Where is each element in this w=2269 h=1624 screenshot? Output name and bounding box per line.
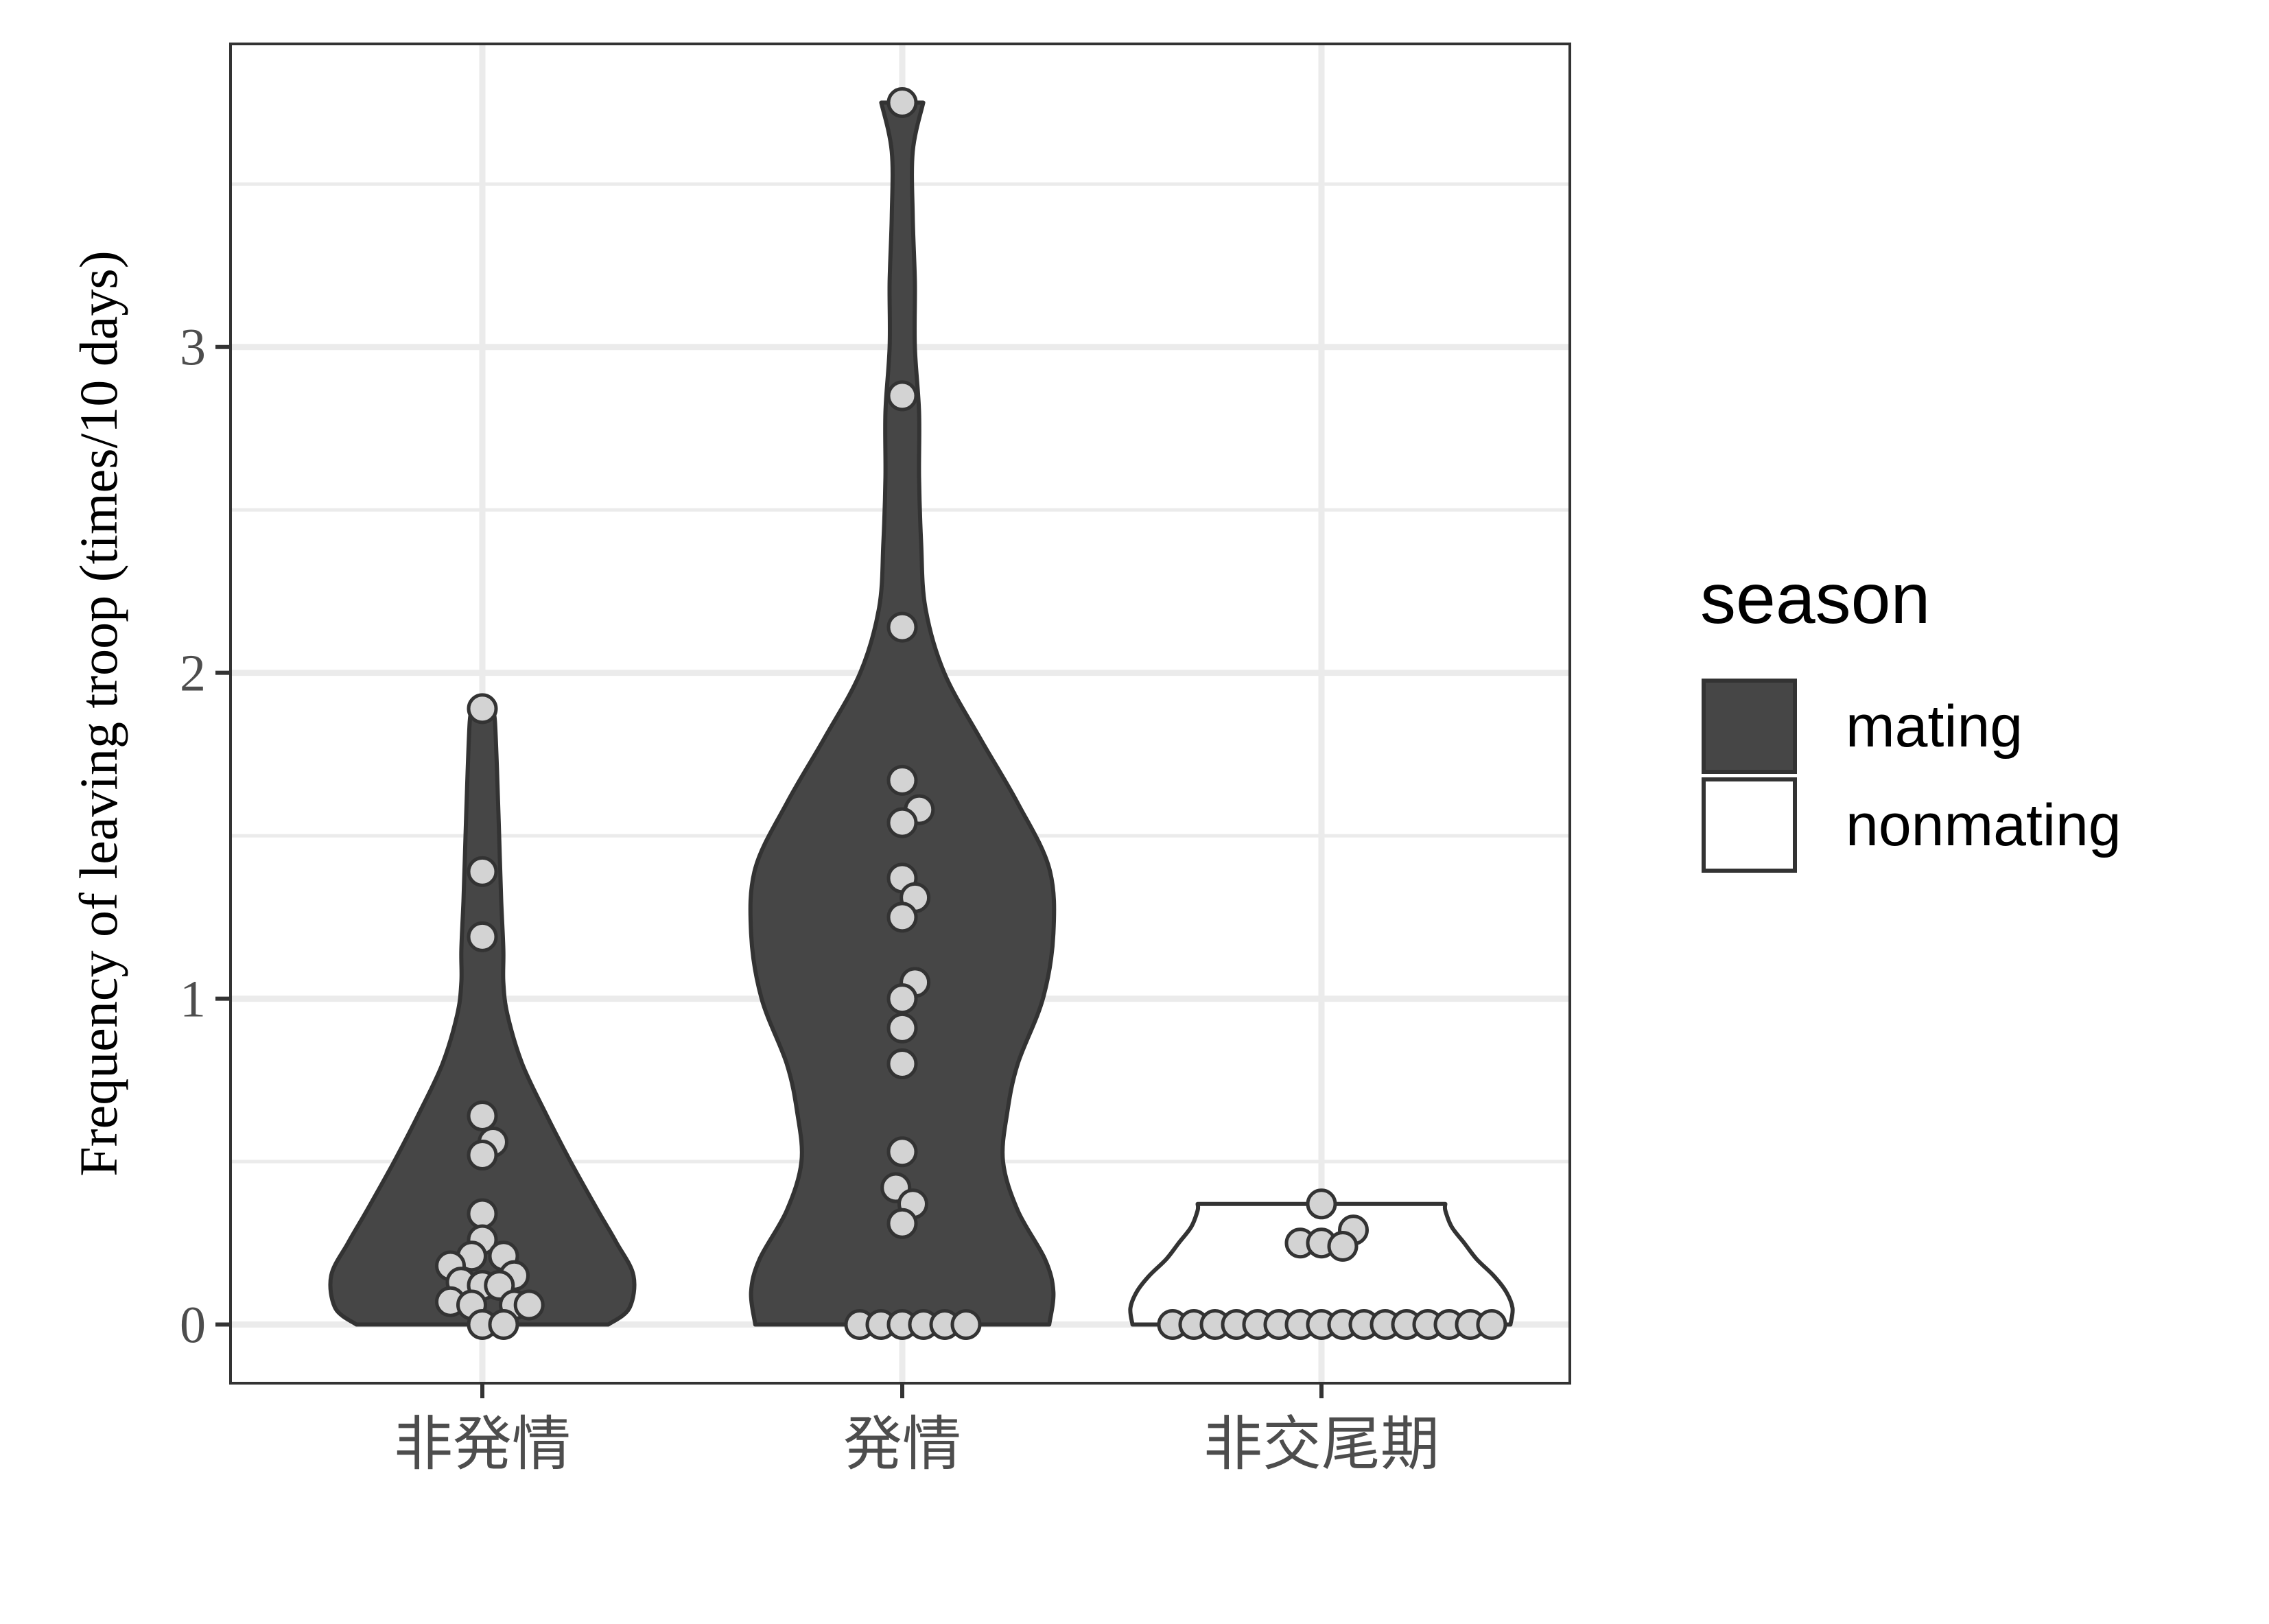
x-tick-label-2: 非交尾期 xyxy=(1203,1410,1439,1479)
data-point-1-8 xyxy=(886,902,918,933)
y-axis: 0 1 2 3 xyxy=(180,319,231,1354)
legend-label-nonmating: nonmating xyxy=(1846,792,2121,858)
data-point-1-1 xyxy=(886,380,918,412)
data-point-0-5 xyxy=(467,1140,498,1171)
data-point-1-13 xyxy=(886,1136,918,1168)
data-point-1-12 xyxy=(886,1048,918,1080)
data-point-0-2 xyxy=(467,921,498,952)
y-axis-title: Frequency of leaving troop (times/10 day… xyxy=(69,250,128,1177)
data-point-2-20 xyxy=(1476,1309,1507,1341)
y-tick-label-3: 3 xyxy=(180,319,206,377)
legend-key-mating xyxy=(1702,679,1797,774)
data-point-1-2 xyxy=(886,611,918,643)
data-point-0-1 xyxy=(467,856,498,887)
data-point-1-5 xyxy=(886,807,918,838)
data-point-0-20 xyxy=(488,1309,519,1341)
data-point-0-0 xyxy=(467,693,498,725)
legend: season mating nonmating xyxy=(1700,559,2121,873)
legend-key-nonmating xyxy=(1702,777,1797,873)
data-point-0-3 xyxy=(467,1101,498,1132)
data-points xyxy=(435,86,1507,1341)
x-tick-label-1: 発情 xyxy=(843,1410,961,1479)
legend-title: season xyxy=(1700,559,1930,639)
data-point-1-10 xyxy=(886,983,918,1015)
data-point-1-22 xyxy=(950,1309,982,1341)
data-point-2-0 xyxy=(1306,1188,1337,1220)
y-tick-label-2: 2 xyxy=(180,645,206,703)
violin-2 xyxy=(1128,1201,1515,1327)
violins xyxy=(328,100,1515,1327)
data-point-1-11 xyxy=(886,1012,918,1044)
violin-1 xyxy=(748,100,1057,1327)
data-point-0-6 xyxy=(467,1198,498,1229)
data-point-0-18 xyxy=(513,1289,545,1321)
y-tick-label-1: 1 xyxy=(180,971,206,1028)
legend-label-mating: mating xyxy=(1846,694,2023,760)
data-point-2-4 xyxy=(1327,1231,1359,1262)
x-tick-label-0: 非発情 xyxy=(394,1410,571,1479)
data-point-1-16 xyxy=(886,1208,918,1239)
y-tick-label-0: 0 xyxy=(180,1297,206,1354)
x-axis: 非発情 発情 非交尾期 xyxy=(394,1383,1439,1479)
data-point-1-3 xyxy=(886,764,918,796)
data-point-1-0 xyxy=(886,86,918,118)
